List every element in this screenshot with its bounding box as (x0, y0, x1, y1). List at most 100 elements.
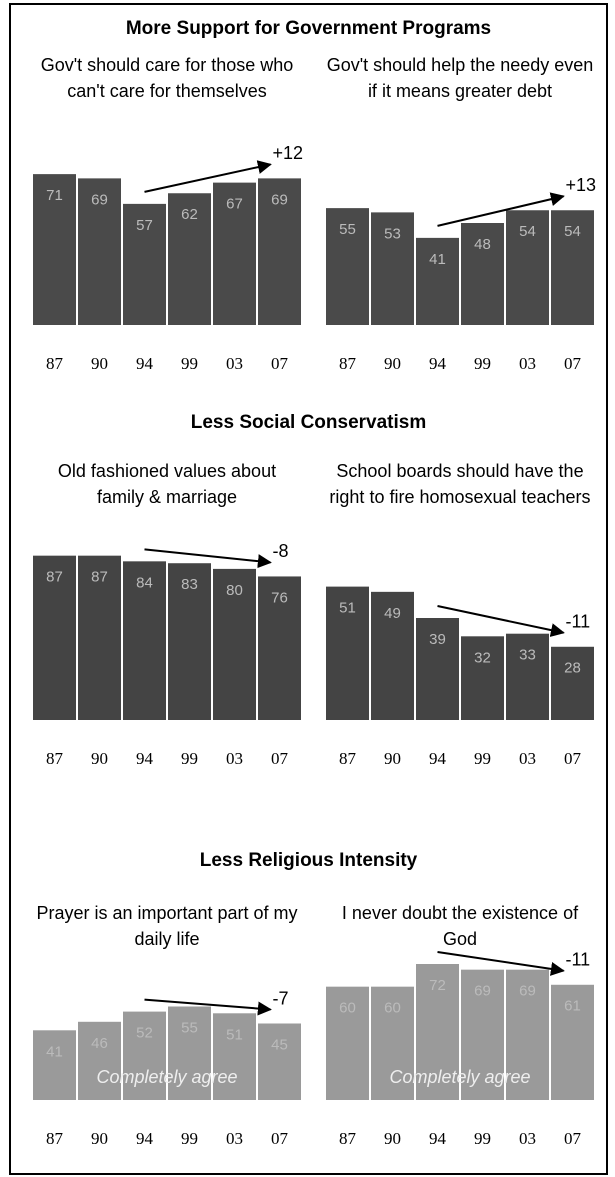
value-label: 60 (339, 1000, 356, 1017)
x-tick-label: 07 (564, 354, 582, 373)
value-label: 62 (181, 206, 198, 223)
value-label: 72 (429, 977, 446, 994)
bar (213, 568, 256, 720)
bar (213, 1013, 256, 1100)
value-label: 41 (429, 251, 446, 268)
value-label: 54 (564, 223, 581, 240)
x-tick-label: 07 (564, 749, 582, 768)
x-tick-label: 87 (339, 749, 357, 768)
value-label: 57 (136, 217, 153, 234)
trend-arrow (144, 998, 272, 1016)
x-tick-label: 99 (474, 354, 491, 373)
change-annotation: -8 (273, 541, 289, 561)
trend-arrow (437, 192, 565, 227)
x-tick-label: 87 (46, 749, 64, 768)
x-tick-label: 07 (271, 1129, 289, 1148)
value-label: 84 (136, 574, 153, 591)
bar (506, 210, 549, 325)
bar (123, 1011, 166, 1100)
value-label: 49 (384, 605, 401, 622)
value-label: 80 (226, 582, 243, 599)
chart-title: Gov't should help the needy even if it m… (326, 55, 594, 101)
bar (78, 555, 121, 720)
value-label: 69 (91, 191, 108, 208)
x-tick-label: 94 (136, 749, 154, 768)
x-tick-label: 87 (46, 354, 64, 373)
bar (258, 1023, 301, 1100)
value-label: 71 (46, 187, 63, 204)
value-label: 69 (271, 191, 288, 208)
bar (461, 969, 504, 1100)
x-tick-label: 03 (226, 354, 243, 373)
bar (506, 633, 549, 720)
value-label: 67 (226, 196, 243, 213)
value-label: 54 (519, 223, 536, 240)
trend-arrow (437, 951, 565, 976)
change-annotation: -7 (273, 988, 289, 1008)
bar (123, 203, 166, 325)
change-annotation: -11 (566, 612, 591, 632)
bar (33, 174, 76, 325)
x-tick-label: 99 (474, 1129, 491, 1148)
bar (33, 555, 76, 720)
x-tick-label: 03 (519, 749, 536, 768)
footnote: Completely agree (96, 1067, 237, 1087)
trend-arrow (144, 160, 272, 193)
bar (326, 208, 369, 325)
footnote: Completely agree (389, 1067, 530, 1087)
value-label: 83 (181, 576, 198, 593)
value-label: 51 (339, 600, 356, 617)
bar (461, 223, 504, 325)
change-annotation: -11 (566, 950, 591, 970)
bar (416, 618, 459, 720)
chart-title: Old fashioned values about family & marr… (57, 461, 277, 507)
bar (168, 563, 211, 720)
x-tick-label: 07 (564, 1129, 582, 1148)
x-tick-label: 03 (519, 1129, 536, 1148)
x-tick-label: 90 (91, 354, 108, 373)
bar (506, 969, 549, 1100)
x-tick-label: 87 (339, 354, 357, 373)
x-tick-label: 99 (181, 354, 198, 373)
value-label: 41 (46, 1043, 63, 1060)
value-label: 33 (519, 647, 536, 664)
section-heading: Less Social Conservatism (190, 412, 427, 433)
x-tick-label: 07 (271, 749, 289, 768)
bar (33, 1030, 76, 1100)
x-tick-label: 94 (136, 1129, 154, 1148)
x-tick-label: 07 (271, 354, 289, 373)
x-tick-label: 90 (91, 749, 108, 768)
value-label: 69 (474, 983, 491, 1000)
bar (213, 182, 256, 325)
value-label: 45 (271, 1036, 288, 1053)
value-label: 48 (474, 236, 491, 253)
x-tick-label: 99 (474, 749, 491, 768)
bar (326, 586, 369, 720)
x-tick-label: 03 (226, 1129, 243, 1148)
bar (416, 964, 459, 1100)
value-label: 61 (564, 998, 581, 1015)
value-label: 55 (181, 1019, 198, 1036)
value-label: 87 (91, 569, 108, 586)
x-tick-label: 90 (384, 749, 401, 768)
x-tick-label: 03 (226, 749, 243, 768)
value-label: 39 (429, 631, 446, 648)
change-annotation: +13 (566, 175, 597, 195)
x-tick-label: 94 (429, 1129, 447, 1148)
value-label: 60 (384, 1000, 401, 1017)
value-label: 28 (564, 660, 581, 677)
bar (258, 576, 301, 720)
value-label: 55 (339, 221, 356, 238)
x-tick-label: 94 (429, 749, 447, 768)
x-tick-label: 90 (384, 1129, 401, 1148)
x-tick-label: 90 (91, 1129, 108, 1148)
bar (551, 646, 594, 720)
bar (326, 986, 369, 1100)
value-label: 51 (226, 1026, 243, 1043)
chart-title: School boards should have the right to f… (329, 461, 591, 507)
bar (168, 193, 211, 325)
section-heading: More Support for Government Programs (125, 18, 492, 39)
x-tick-label: 99 (181, 749, 198, 768)
